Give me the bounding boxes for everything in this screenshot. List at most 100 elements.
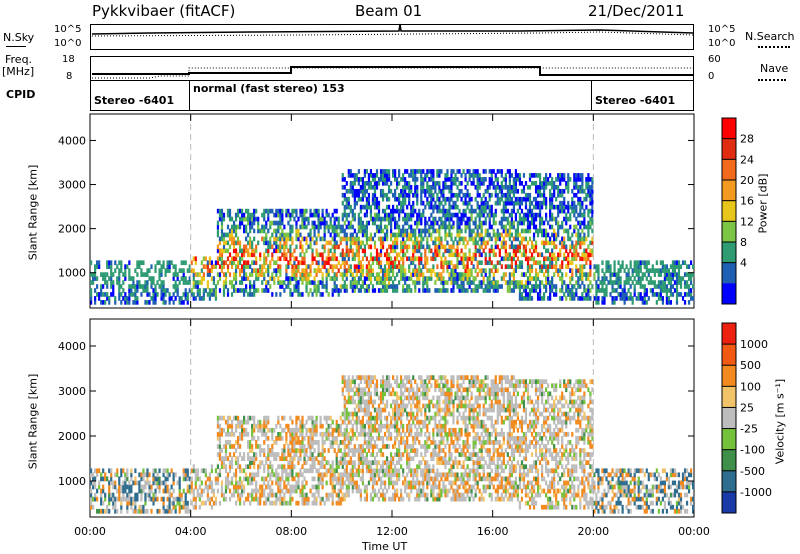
data-cell [325,276,328,281]
data-cell [500,220,503,226]
data-cell [184,276,187,281]
data-cell [337,488,340,494]
data-cell [528,236,532,242]
data-cell [343,440,346,445]
data-cell [194,476,197,482]
data-cell [265,208,268,214]
data-cell [297,260,300,266]
data-cell [331,500,334,506]
data-cell [420,260,423,266]
data-cell [502,256,505,262]
data-cell [396,224,399,230]
data-cell [313,460,316,466]
data-cell [392,212,395,218]
data-cell [241,436,244,441]
data-cell [311,427,314,433]
data-cell [671,292,675,297]
data-cell [430,272,433,277]
data-cell [198,272,201,277]
data-cell [687,264,691,269]
data-cell [118,288,121,293]
data-cell [422,177,425,182]
data-cell [236,460,240,466]
data-cell [94,264,97,269]
data-cell [573,173,576,178]
data-cell [565,216,568,222]
data-cell [168,500,171,506]
data-cell [528,177,532,182]
data-cell [591,196,594,202]
data-cell [555,256,558,262]
data-cell [480,208,483,214]
data-cell [337,232,340,238]
data-cell [234,248,238,254]
data-cell [540,192,544,198]
data-cell [343,460,346,466]
data-cell [293,444,296,449]
data-cell [643,296,646,301]
data-cell [426,256,429,262]
data-cell [303,216,306,222]
data-cell [424,220,427,226]
data-cell [90,300,93,305]
data-cell [277,436,280,441]
data-cell [192,292,195,297]
data-cell [444,208,447,214]
data-cell [303,444,306,449]
data-cell [488,177,491,182]
data-cell [398,173,401,178]
data-cell [241,419,244,425]
data-cell [373,177,377,182]
data-cell [216,228,220,234]
data-cell [333,248,336,254]
data-cell [261,460,264,466]
data-cell [341,431,344,437]
data-cell [236,208,240,214]
data-cell [464,192,467,198]
data-cell [643,288,646,293]
data-cell [444,280,447,285]
data-cell [402,232,405,238]
data-cell [204,480,207,486]
data-cell [180,296,183,301]
data-cell [251,436,254,441]
data-cell [422,236,425,242]
data-cell [275,208,278,214]
data-cell [351,173,354,178]
data-cell [661,288,664,293]
data-cell [327,427,330,433]
data-cell [430,196,433,202]
data-cell [224,240,228,246]
data-cell [241,264,244,269]
data-cell [363,204,367,210]
data-cell [490,208,493,214]
data-cell [669,292,673,297]
data-cell [307,440,310,445]
data-cell [188,276,191,281]
data-cell [591,208,594,214]
data-cell [275,423,278,429]
data-cell [357,256,360,262]
data-cell [333,284,336,289]
data-cell [343,260,346,266]
data-cell [418,260,421,266]
data-cell [551,260,554,266]
data-cell [166,260,169,266]
data-cell [476,272,479,277]
data-cell [571,256,574,262]
data-cell [605,292,608,297]
data-cell [500,173,503,178]
data-cell [309,264,312,269]
data-cell [689,260,693,266]
data-cell [247,240,250,246]
data-cell [341,464,344,470]
data-cell [579,264,582,269]
data-cell [494,268,497,273]
data-cell [379,192,383,198]
data-cell [142,488,145,494]
data-cell [323,244,326,250]
data-cell [456,196,459,202]
data-cell [345,224,348,230]
data-cell [315,500,318,506]
data-cell [557,220,560,226]
